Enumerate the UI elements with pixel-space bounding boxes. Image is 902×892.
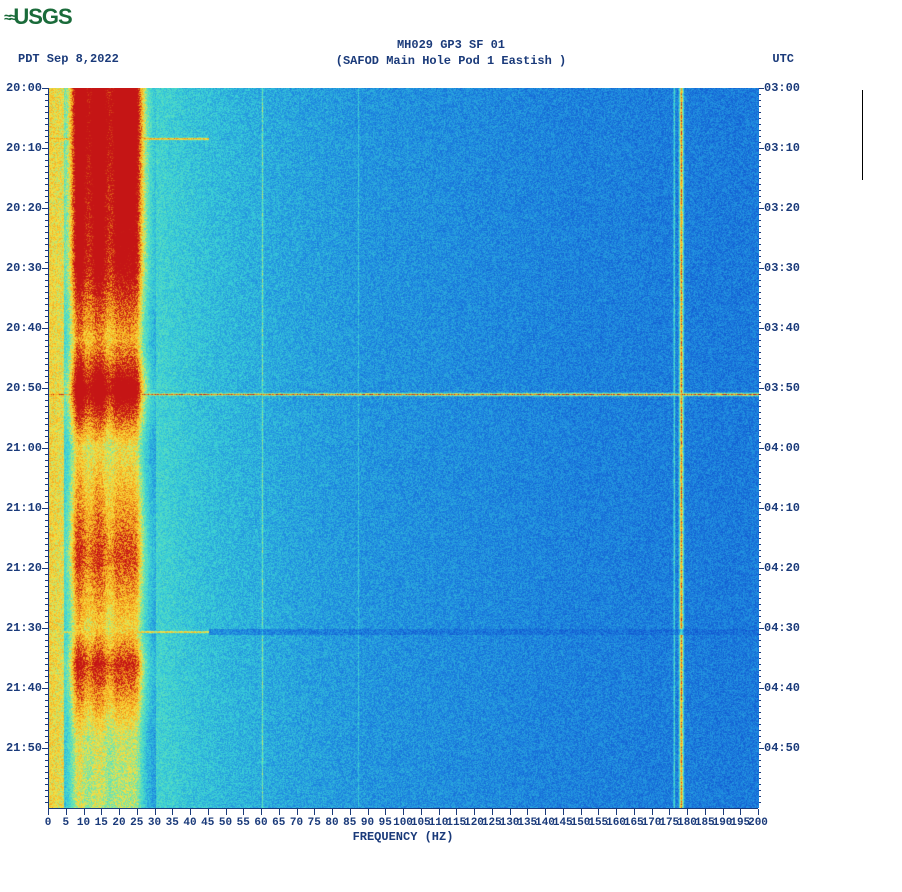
usgs-wave-icon: ≈≈ bbox=[4, 9, 13, 25]
y-tick-right: 03:30 bbox=[758, 262, 848, 274]
x-axis-label: FREQUENCY (HZ) bbox=[48, 830, 758, 844]
y-tick-right: 03:50 bbox=[758, 382, 848, 394]
y-tick-left: 20:40 bbox=[0, 322, 48, 334]
chart-title: MH029 GP3 SF 01 (SAFOD Main Hole Pod 1 E… bbox=[0, 38, 902, 69]
right-decorative-line bbox=[862, 90, 863, 180]
y-tick-right: 04:20 bbox=[758, 562, 848, 574]
y-axis-right: 03:0003:1003:2003:3003:4003:5004:0004:10… bbox=[758, 88, 848, 808]
y-tick-right: 04:30 bbox=[758, 622, 848, 634]
y-tick-left: 21:40 bbox=[0, 682, 48, 694]
y-tick-left: 21:20 bbox=[0, 562, 48, 574]
y-tick-right: 04:50 bbox=[758, 742, 848, 754]
spectrogram-plot bbox=[48, 88, 758, 808]
title-line-2: (SAFOD Main Hole Pod 1 Eastish ) bbox=[0, 54, 902, 70]
y-tick-right: 03:40 bbox=[758, 322, 848, 334]
y-tick-right: 03:20 bbox=[758, 202, 848, 214]
title-line-1: MH029 GP3 SF 01 bbox=[0, 38, 902, 54]
y-tick-left: 21:10 bbox=[0, 502, 48, 514]
y-tick-left: 21:00 bbox=[0, 442, 48, 454]
usgs-logo-text: USGS bbox=[13, 4, 71, 29]
y-tick-left: 20:30 bbox=[0, 262, 48, 274]
header-right-tz: UTC bbox=[772, 52, 794, 66]
usgs-logo: ≈≈USGS bbox=[4, 4, 72, 30]
header-left-date: PDT Sep 8,2022 bbox=[18, 52, 119, 66]
y-tick-left: 20:20 bbox=[0, 202, 48, 214]
y-tick-right: 03:00 bbox=[758, 82, 848, 94]
x-tick: 200 bbox=[744, 809, 772, 829]
y-tick-right: 04:40 bbox=[758, 682, 848, 694]
y-tick-left: 21:30 bbox=[0, 622, 48, 634]
y-tick-left: 20:10 bbox=[0, 142, 48, 154]
y-axis-left: 20:0020:1020:2020:3020:4020:5021:0021:10… bbox=[0, 88, 48, 808]
spectrogram-canvas bbox=[49, 88, 759, 808]
y-tick-left: 20:00 bbox=[0, 82, 48, 94]
y-tick-right: 04:10 bbox=[758, 502, 848, 514]
y-tick-right: 04:00 bbox=[758, 442, 848, 454]
y-tick-left: 20:50 bbox=[0, 382, 48, 394]
y-tick-right: 03:10 bbox=[758, 142, 848, 154]
y-tick-left: 21:50 bbox=[0, 742, 48, 754]
